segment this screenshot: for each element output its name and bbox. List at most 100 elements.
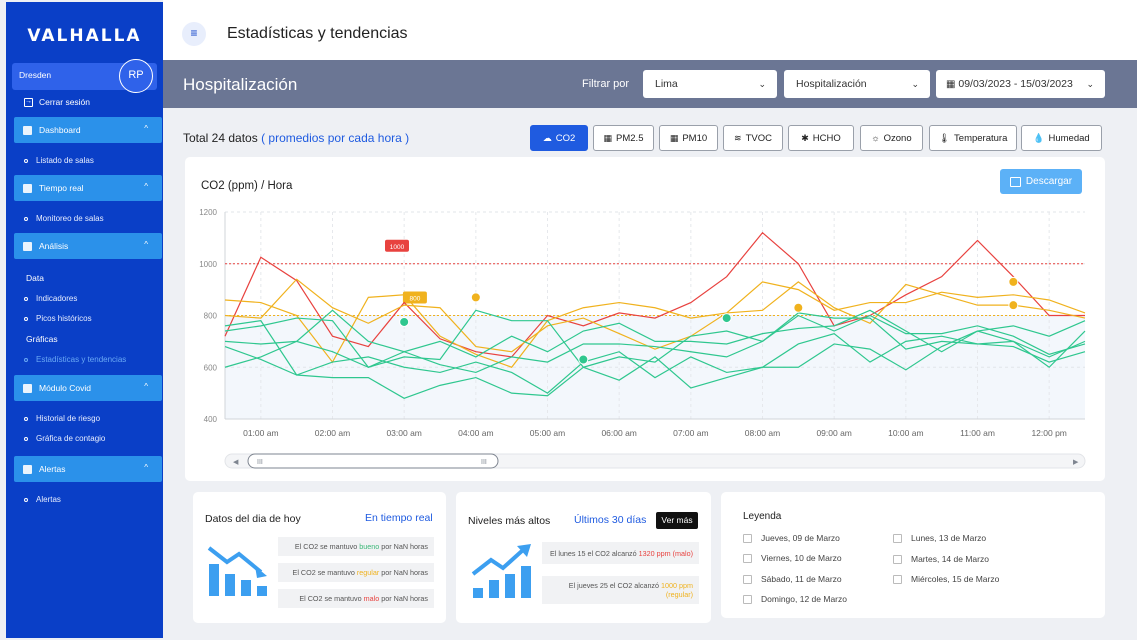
x-tick-label: 07:00 am bbox=[673, 428, 708, 438]
series-line bbox=[224, 320, 1086, 399]
sidebar-item-label: Picos históricos bbox=[36, 314, 92, 323]
x-tick-label: 05:00 am bbox=[530, 428, 565, 438]
series-line bbox=[224, 309, 1086, 358]
legend-item[interactable]: Miércoles, 15 de Marzo bbox=[893, 574, 999, 584]
data-point bbox=[470, 292, 481, 303]
filter-bar: Hospitalización Filtrar por Lima ⌄ Hospi… bbox=[163, 60, 1137, 108]
legend-item[interactable]: Lunes, 13 de Marzo bbox=[893, 533, 986, 543]
sidebar-section-analisis[interactable]: Análisis ^ bbox=[14, 233, 162, 259]
sidebar-item-historial[interactable]: Historial de riesgo bbox=[24, 414, 100, 423]
ozone-icon: ☼ bbox=[871, 133, 880, 143]
city-select-value: Lima bbox=[655, 78, 678, 90]
highest-levels-card: Niveles más altos Últimos 30 días Ver má… bbox=[456, 492, 711, 623]
metric-tab-pm25[interactable]: ▦ PM2.5 bbox=[593, 125, 654, 151]
sidebar-item-listado[interactable]: Listado de salas bbox=[24, 156, 94, 165]
scroll-left-arrow: ◀ bbox=[233, 459, 239, 466]
sidebar-section-dashboard[interactable]: Dashboard ^ bbox=[14, 117, 162, 143]
scroll-grip-left: III bbox=[257, 459, 263, 466]
room-select[interactable]: Hospitalización ⌄ bbox=[784, 70, 930, 98]
download-label: Descargar bbox=[1025, 176, 1073, 187]
date-range-picker[interactable]: ▦ 09/03/2023 - 15/03/2023 ⌄ bbox=[936, 70, 1105, 98]
metric-tab-ozono[interactable]: ☼ Ozono bbox=[860, 125, 923, 151]
x-tick-label: 11:00 am bbox=[960, 428, 995, 438]
metric-tab-humedad[interactable]: 💧 Humedad bbox=[1021, 125, 1102, 151]
today-card: Datos del dia de hoy En tiempo real El C… bbox=[193, 492, 446, 623]
data-point bbox=[721, 313, 732, 324]
chevron-down-icon: ⌄ bbox=[758, 79, 766, 89]
metric-label: CO2 bbox=[555, 132, 576, 144]
room-select-value: Hospitalización bbox=[796, 78, 867, 90]
x-tick-label: 02:00 am bbox=[315, 428, 350, 438]
sidebar-item-label: Historial de riesgo bbox=[36, 414, 101, 423]
menu-icon[interactable]: ≡ bbox=[182, 22, 206, 46]
legend-card: Leyenda Jueves, 09 de Marzo Viernes, 10 … bbox=[721, 492, 1105, 618]
user-card[interactable]: Dresden RP bbox=[12, 59, 157, 93]
chart-card: CO2 (ppm) / Hora Descargar 400 600 800 1000… bbox=[185, 157, 1105, 481]
checkbox[interactable] bbox=[743, 553, 752, 563]
user-name: Dresden bbox=[19, 70, 52, 80]
sidebar-section-alertas[interactable]: Alertas ^ bbox=[14, 456, 162, 482]
legend-item[interactable]: Jueves, 09 de Marzo bbox=[743, 533, 840, 543]
metric-label: Humedad bbox=[1048, 132, 1090, 144]
realtime-link[interactable]: En tiempo real bbox=[365, 512, 433, 524]
app-logo: VALHALLA bbox=[27, 26, 142, 46]
metric-tab-co2[interactable]: ☁ CO2 bbox=[530, 125, 588, 151]
bullet-icon bbox=[24, 416, 28, 421]
chevron-down-icon: ⌄ bbox=[1086, 79, 1094, 89]
data-point bbox=[1008, 276, 1019, 287]
sidebar-item-monitoreo[interactable]: Monitoreo de salas bbox=[24, 214, 104, 223]
checkbox[interactable] bbox=[743, 533, 752, 543]
x-tick-label: 08:00 am bbox=[745, 428, 780, 438]
sidebar-section-tiempo-real[interactable]: Tiempo real ^ bbox=[14, 175, 162, 201]
metric-tab-tvoc[interactable]: ≋ TVOC bbox=[723, 125, 783, 151]
series-line bbox=[224, 332, 1086, 394]
legend-item[interactable]: Viernes, 10 de Marzo bbox=[743, 553, 842, 563]
checkbox[interactable] bbox=[743, 594, 752, 604]
bullet-icon bbox=[24, 216, 28, 221]
metric-tab-temperatura[interactable]: 🌡 Temperatura bbox=[929, 125, 1017, 151]
download-button[interactable]: Descargar bbox=[1000, 169, 1082, 194]
legend-item[interactable]: Martes, 14 de Marzo bbox=[893, 554, 989, 564]
metric-label: PM10 bbox=[682, 132, 708, 144]
today-message-good: El CO2 se mantuvo bueno por NaN horas bbox=[278, 537, 434, 556]
sidebar-item-label: Listado de salas bbox=[36, 156, 94, 165]
chevron-up-icon: ^ bbox=[144, 382, 148, 391]
x-tick-label: 10:00 am bbox=[888, 428, 923, 438]
series-line bbox=[224, 281, 1086, 368]
sidebar-section-label: Tiempo real bbox=[39, 183, 84, 193]
avatar[interactable]: RP bbox=[119, 59, 153, 93]
grid-icon bbox=[23, 125, 32, 135]
sidebar-item-indicadores[interactable]: Indicadores bbox=[24, 294, 77, 303]
x-tick-label: 04:00 am bbox=[458, 428, 493, 438]
series-line bbox=[224, 231, 1085, 358]
series-line bbox=[224, 312, 1086, 374]
checkbox[interactable] bbox=[893, 533, 902, 543]
today-message-regular: El CO2 se mantuvo regular por NaN horas bbox=[278, 563, 434, 582]
sidebar-section-covid[interactable]: Módulo Covid ^ bbox=[14, 375, 162, 401]
ver-mas-button[interactable]: Ver más bbox=[656, 512, 698, 529]
chevron-down-icon: ⌄ bbox=[911, 79, 919, 89]
trend-up-chart-icon bbox=[471, 544, 531, 598]
sidebar-item-alertas[interactable]: Alertas bbox=[24, 495, 61, 504]
sidebar-item-contagio[interactable]: Gráfica de contagio bbox=[24, 434, 105, 443]
sidebar-item-estadisticas[interactable]: Estadísticas y tendencias bbox=[24, 355, 126, 364]
today-message-bad: El CO2 se mantuvo malo por NaN horas bbox=[278, 589, 434, 608]
bullet-icon bbox=[24, 296, 28, 301]
checkbox[interactable] bbox=[893, 554, 902, 564]
metric-tab-hcho[interactable]: ✱ HCHO bbox=[788, 125, 854, 151]
sidebar-group-data: Data bbox=[26, 273, 44, 283]
y-tick-label: 1000 bbox=[199, 260, 217, 269]
checkbox[interactable] bbox=[743, 574, 752, 584]
city-select[interactable]: Lima ⌄ bbox=[643, 70, 777, 98]
sidebar-item-picos[interactable]: Picos históricos bbox=[24, 314, 92, 323]
legend-item[interactable]: Sábado, 11 de Marzo bbox=[743, 574, 842, 584]
last-30-days-link[interactable]: Últimos 30 días bbox=[574, 514, 647, 526]
legend-item[interactable]: Domingo, 12 de Marzo bbox=[743, 594, 847, 604]
logout-link[interactable]: → Cerrar sesión bbox=[24, 97, 90, 107]
checkbox[interactable] bbox=[893, 574, 902, 584]
metric-tab-pm10[interactable]: ▦ PM10 bbox=[659, 125, 718, 151]
threshold-badge bbox=[385, 239, 409, 252]
total-count: Total 24 datos bbox=[183, 131, 258, 145]
sidebar-item-label: Alertas bbox=[36, 495, 61, 504]
chart-title: CO2 (ppm) / Hora bbox=[201, 180, 293, 192]
